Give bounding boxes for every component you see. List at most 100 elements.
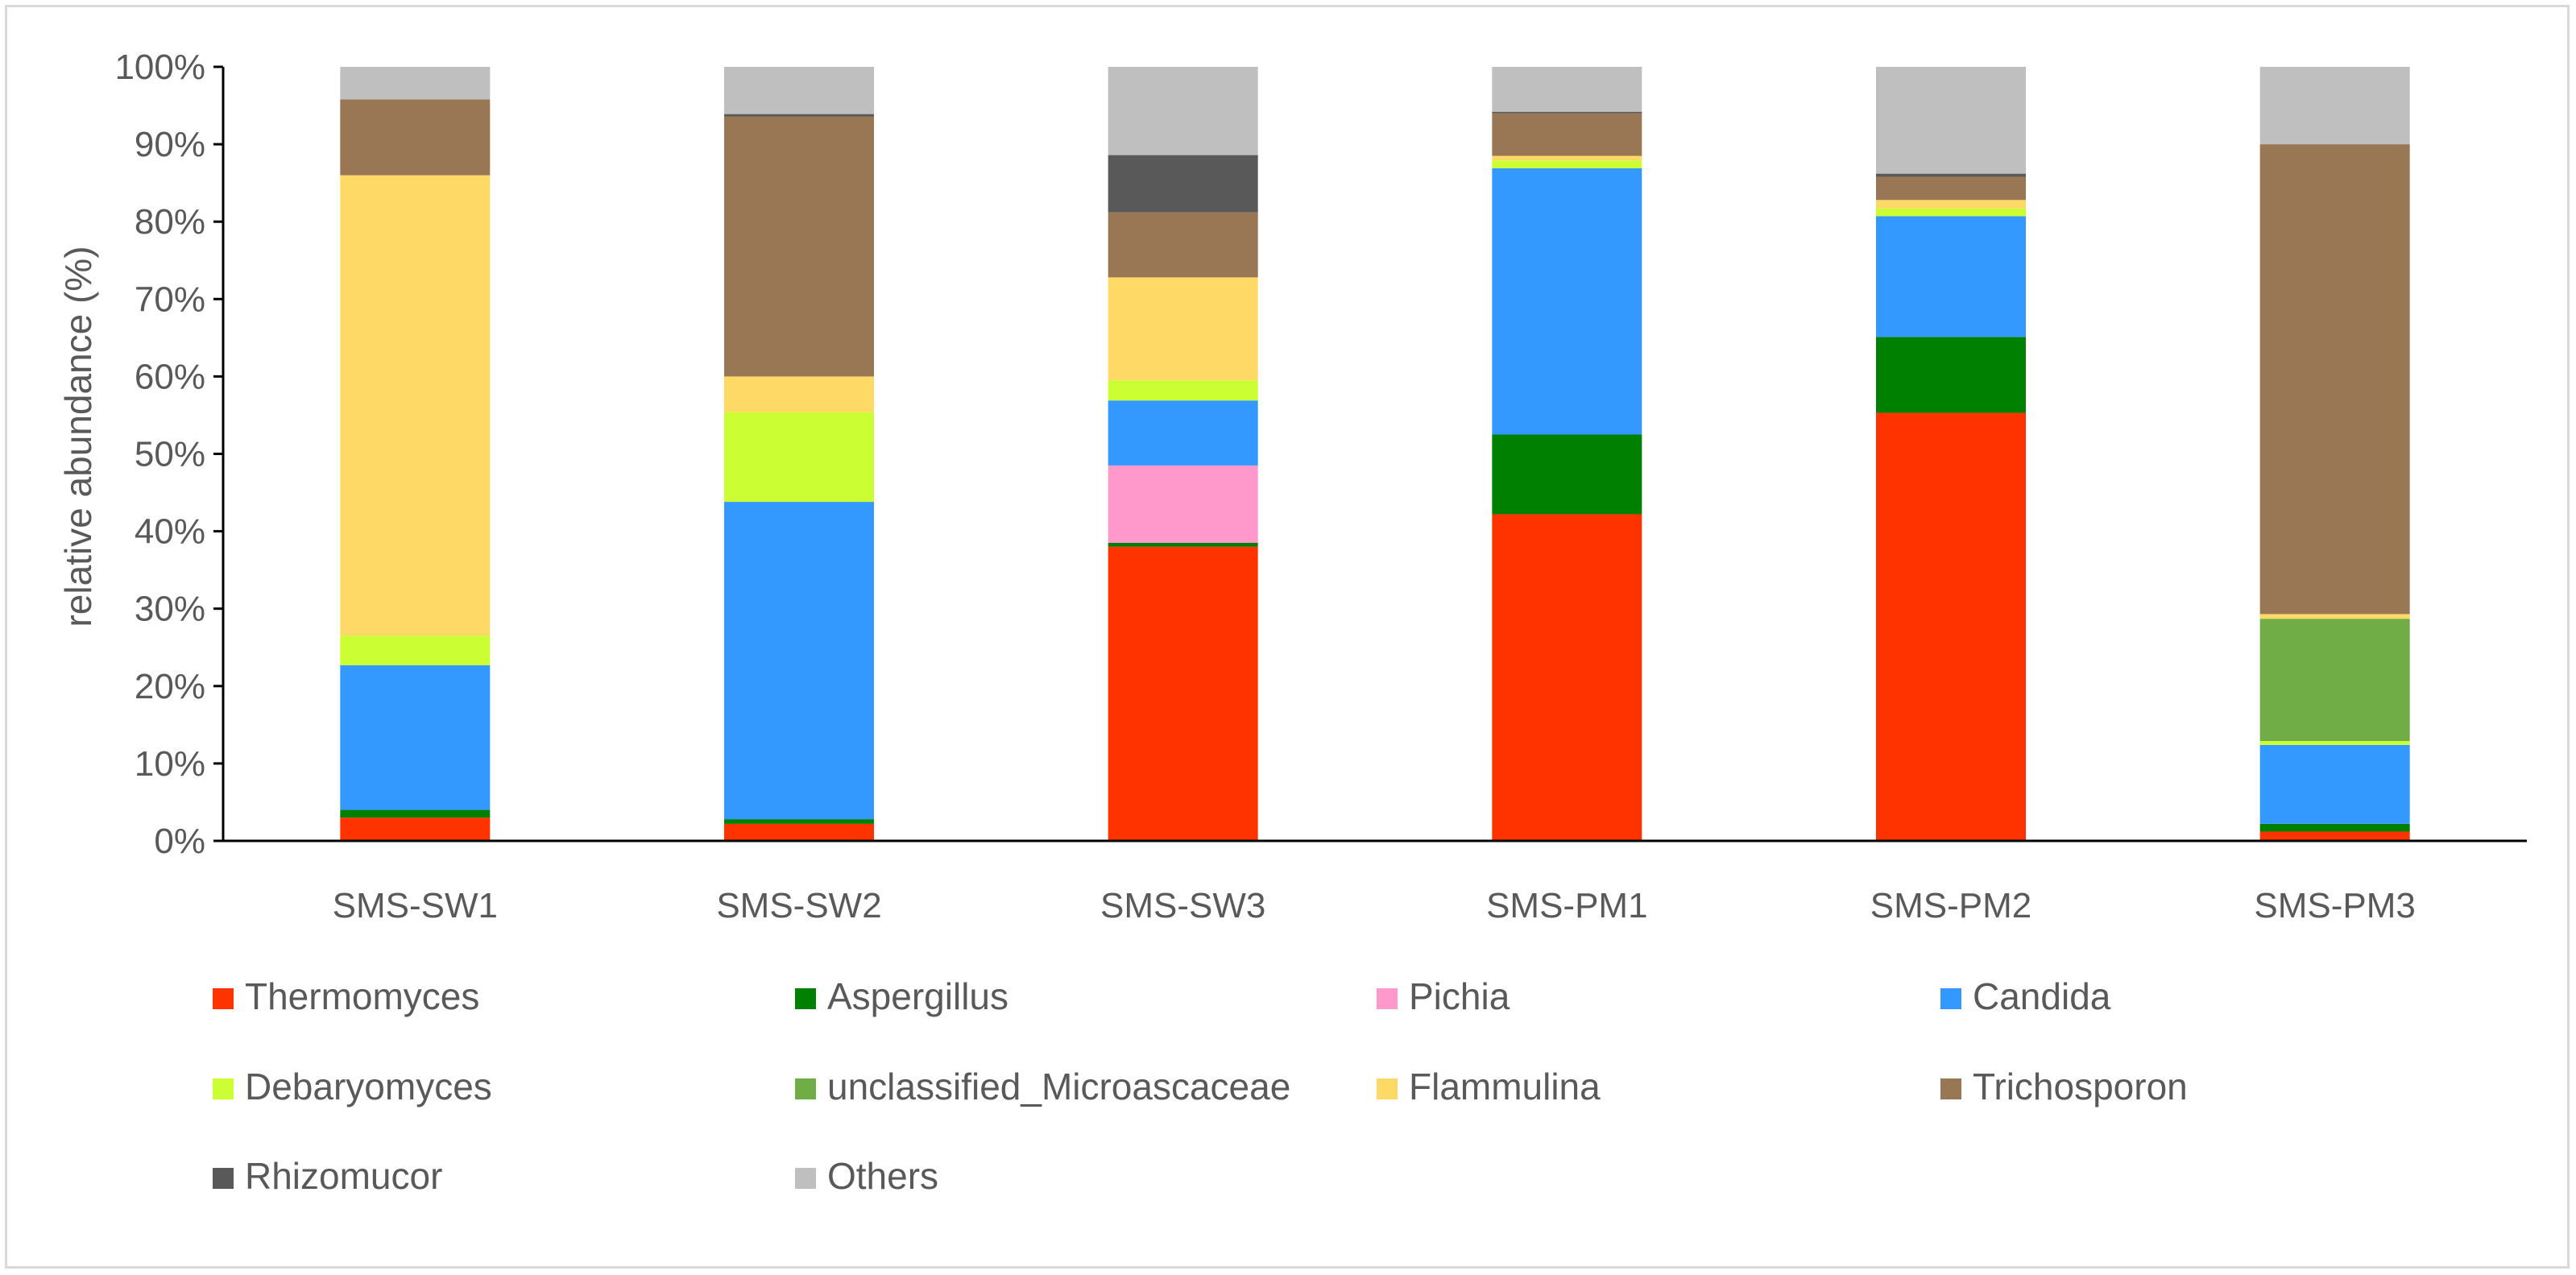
bar-segment-sms-pm1-others — [1492, 67, 1642, 112]
y-tick-label: 0% — [154, 822, 205, 861]
bar-segment-sms-sw2-aspergillus — [724, 819, 874, 824]
bar-segment-sms-pm1-trichosporon — [1492, 114, 1642, 156]
bar-segment-sms-sw2-thermomyces — [724, 824, 874, 841]
y-tick-label: 60% — [135, 357, 205, 396]
bar-group-sms-pm3 — [2260, 67, 2410, 841]
legend-swatch — [213, 1168, 234, 1189]
bar-segment-sms-pm2-thermomyces — [1876, 413, 2026, 841]
legend-item-debaryomyces: Debaryomyces — [213, 1066, 492, 1107]
x-tick-label: SMS-PM1 — [1486, 886, 1647, 925]
bar-segment-sms-sw3-trichosporon — [1108, 213, 1258, 278]
x-tick-label: SMS-PM2 — [1870, 886, 2031, 925]
legend-swatch — [1940, 988, 1961, 1009]
bar-segment-sms-pm1-debaryomyces — [1492, 160, 1642, 168]
legend-item-thermomyces: Thermomyces — [213, 975, 479, 1017]
bar-segment-sms-pm1-rhizomucor — [1492, 112, 1642, 114]
bar-segment-sms-pm2-aspergillus — [1876, 337, 2026, 412]
bar-segment-sms-sw1-others — [340, 67, 490, 99]
legend-label: Aspergillus — [827, 975, 1008, 1017]
bar-segment-sms-pm3-candida — [2260, 745, 2410, 824]
y-tick-label: 40% — [135, 512, 205, 552]
bar-segment-sms-sw3-pichia — [1108, 466, 1258, 543]
y-tick-label: 30% — [135, 590, 205, 629]
bar-segment-sms-sw1-aspergillus — [340, 810, 490, 818]
legend-item-rhizomucor: Rhizomucor — [213, 1155, 442, 1197]
bar-segment-sms-pm1-flammulina — [1492, 156, 1642, 161]
bar-segment-sms-pm3-thermomyces — [2260, 831, 2410, 841]
legend-item-trichosporon: Trichosporon — [1940, 1066, 2188, 1107]
bar-segment-sms-pm2-rhizomucor — [1876, 174, 2026, 177]
bar-segment-sms-sw3-aspergillus — [1108, 543, 1258, 547]
bar-segment-sms-sw1-debaryomyces — [340, 635, 490, 665]
bar-segment-sms-pm1-aspergillus — [1492, 434, 1642, 514]
legend-label: Others — [827, 1155, 938, 1197]
bar-segment-sms-sw1-trichosporon — [340, 99, 490, 175]
bar-segment-sms-pm3-aspergillus — [2260, 824, 2410, 832]
legend-label: Trichosporon — [1973, 1066, 2188, 1107]
bar-segment-sms-sw2-flammulina — [724, 376, 874, 412]
x-tick-label: SMS-SW3 — [1100, 886, 1265, 925]
bar-segment-sms-pm2-flammulina — [1876, 200, 2026, 209]
bar-segment-sms-sw3-rhizomucor — [1108, 155, 1258, 213]
legend-item-candida: Candida — [1940, 975, 2111, 1017]
x-tick-label: SMS-SW2 — [716, 886, 881, 925]
bar-segment-sms-pm2-others — [1876, 67, 2026, 174]
bar-segment-sms-pm1-thermomyces — [1492, 514, 1642, 841]
bar-group-sms-pm2 — [1876, 67, 2026, 841]
x-tick-label: SMS-SW1 — [333, 886, 498, 925]
bar-segment-sms-sw2-rhizomucor — [724, 114, 874, 117]
legend-item-flammulina: Flammulina — [1377, 1066, 1601, 1107]
legend-item-unclassified-microascaceae: unclassified_Microascaceae — [795, 1066, 1290, 1107]
bar-segment-sms-sw3-debaryomyces — [1108, 380, 1258, 400]
bar-segment-sms-sw3-thermomyces — [1108, 547, 1258, 841]
legend-label: Candida — [1973, 975, 2111, 1017]
legend-swatch — [795, 988, 816, 1009]
legend-swatch — [795, 1168, 816, 1189]
bar-segment-sms-sw3-others — [1108, 67, 1258, 155]
bar-segment-sms-sw2-trichosporon — [724, 117, 874, 377]
bar-group-sms-sw2 — [724, 67, 874, 841]
bar-segment-sms-pm2-debaryomyces — [1876, 209, 2026, 217]
legend-label: Pichia — [1409, 975, 1510, 1017]
legend-item-aspergillus: Aspergillus — [795, 975, 1008, 1017]
bar-segment-sms-sw2-others — [724, 67, 874, 114]
bar-segment-sms-pm3-flammulina — [2260, 614, 2410, 619]
legend-label: Debaryomyces — [245, 1066, 492, 1107]
bar-segment-sms-pm2-candida — [1876, 216, 2026, 337]
y-tick-label: 80% — [135, 202, 205, 242]
legend-swatch — [213, 988, 234, 1009]
y-tick-label: 10% — [135, 744, 205, 784]
legend-label: Flammulina — [1409, 1066, 1601, 1107]
y-tick-label: 50% — [135, 435, 205, 474]
legend-label: unclassified_Microascaceae — [827, 1066, 1290, 1107]
x-tick-label: SMS-PM3 — [2254, 886, 2415, 925]
legend-swatch — [1377, 988, 1398, 1009]
y-tick-label: 90% — [135, 125, 205, 164]
bar-segment-sms-pm3-unclassified-microascaceae — [2260, 619, 2410, 741]
legend-label: Thermomyces — [245, 975, 479, 1017]
y-tick-label: 20% — [135, 667, 205, 706]
legend-swatch — [795, 1078, 816, 1099]
y-tick-label: 70% — [135, 279, 205, 319]
bar-segment-sms-sw3-flammulina — [1108, 277, 1258, 380]
bar-segment-sms-pm2-trichosporon — [1876, 176, 2026, 200]
bar-segment-sms-pm3-debaryomyces — [2260, 741, 2410, 745]
legend-item-pichia: Pichia — [1377, 975, 1510, 1017]
bar-segment-sms-sw2-debaryomyces — [724, 412, 874, 502]
legend-item-others: Others — [795, 1155, 938, 1197]
stacked-bar-chart: 0% 10% 20% 30% 40% 50% 60% 70% 80% 90% 100% SMS-SW1… — [7, 7, 2572, 1271]
bar-segment-sms-pm3-trichosporon — [2260, 144, 2410, 614]
legend-label: Rhizomucor — [245, 1155, 442, 1197]
bar-group-sms-sw1 — [340, 67, 490, 841]
legend-swatch — [213, 1078, 234, 1099]
bar-segment-sms-sw2-candida — [724, 502, 874, 819]
bar-segment-sms-sw1-flammulina — [340, 176, 490, 636]
y-axis-title: relative abundance (%) — [57, 246, 99, 627]
y-tick-label: 100% — [114, 48, 205, 87]
bar-group-sms-pm1 — [1492, 67, 1642, 841]
legend-swatch — [1377, 1078, 1398, 1099]
bar-segment-sms-sw1-thermomyces — [340, 818, 490, 841]
chart-frame: 0% 10% 20% 30% 40% 50% 60% 70% 80% 90% 100% SMS-SW1… — [5, 5, 2570, 1269]
bar-segment-sms-pm3-others — [2260, 67, 2410, 144]
bar-segment-sms-pm1-candida — [1492, 168, 1642, 435]
